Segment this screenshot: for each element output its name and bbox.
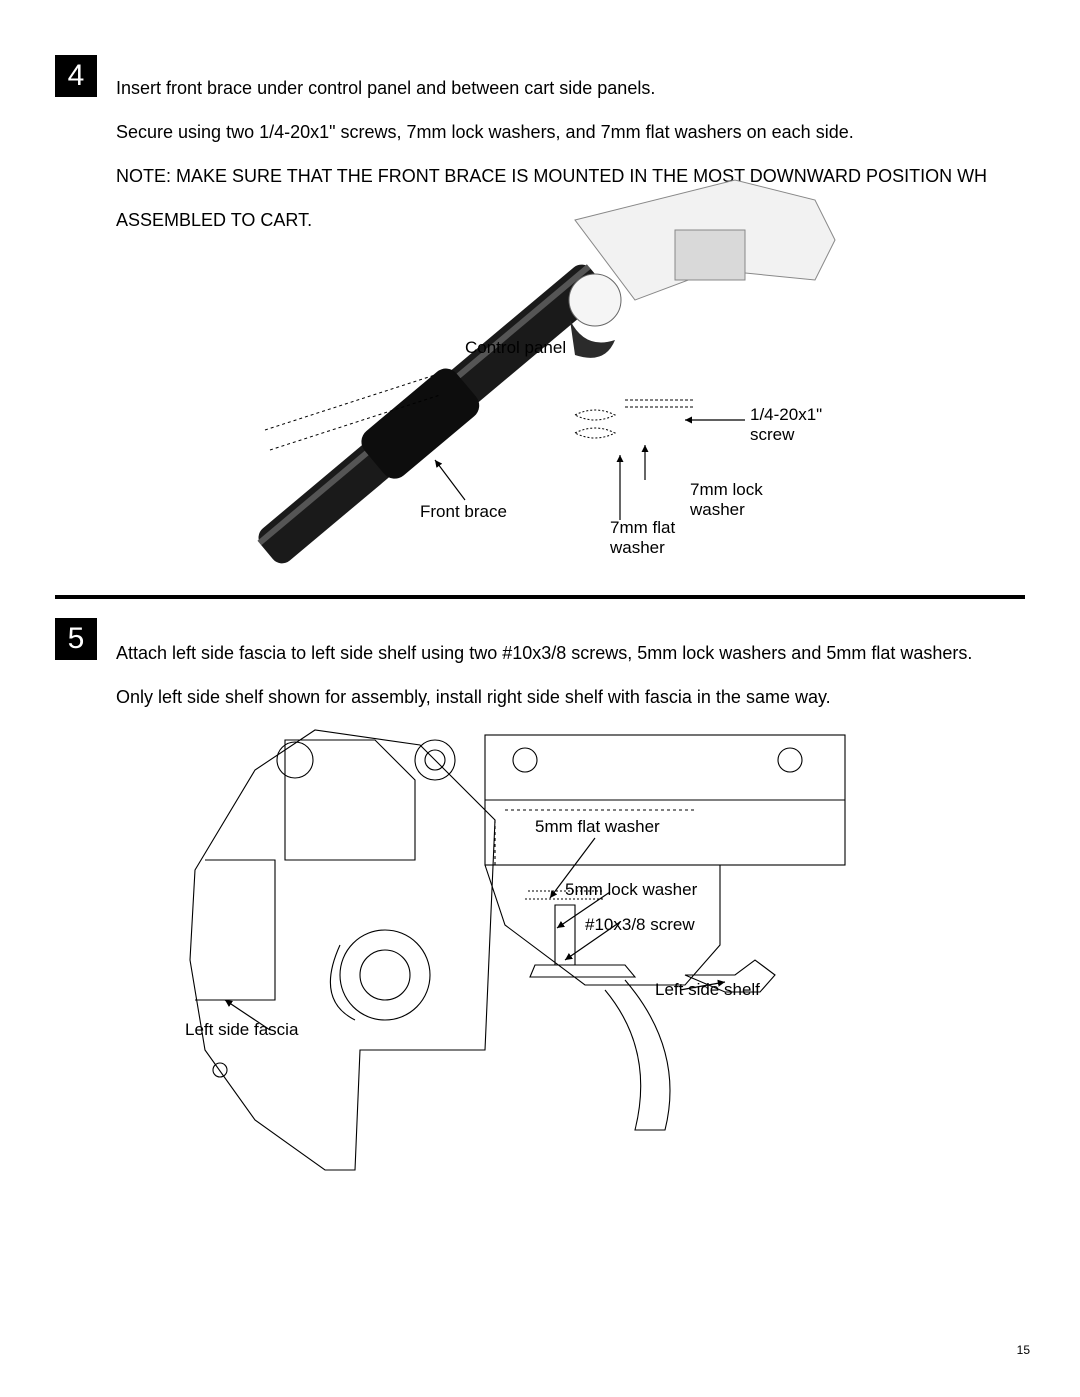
page-number: 15	[1017, 1343, 1030, 1357]
step4-label-control-panel: Control panel	[465, 338, 566, 358]
step5-label-screw: #10x3/8 screw	[585, 915, 695, 935]
step5-label-flat-washer: 5mm flat washer	[535, 817, 660, 837]
step-4-diagram: Control panel Front brace 1/4-20x1" scre…	[175, 150, 895, 580]
step4-label-lock-washer: 7mm lock washer	[690, 480, 763, 520]
step-4-number-box: 4	[55, 55, 97, 97]
step-5-text: Attach left side fascia to left side she…	[116, 620, 1076, 708]
step-4-svg	[175, 150, 895, 580]
step5-label-left-side-fascia: Left side fascia	[185, 1020, 298, 1040]
step-4-line2: Secure using two 1/4-20x1" screws, 7mm l…	[116, 122, 854, 142]
step-5-number: 5	[55, 618, 97, 660]
step-4-number: 4	[55, 55, 97, 97]
page-root: 4 Insert front brace under control panel…	[0, 0, 1080, 1397]
section-divider	[55, 595, 1025, 599]
step-4-line1: Insert front brace under control panel a…	[116, 78, 655, 98]
step-5-number-box: 5	[55, 618, 97, 660]
step4-label-screw: 1/4-20x1" screw	[750, 405, 822, 445]
step-5-line1: Attach left side fascia to left side she…	[116, 643, 972, 663]
step4-label-flat-washer: 7mm flat washer	[610, 518, 675, 558]
step5-label-left-side-shelf: Left side shelf	[655, 980, 760, 1000]
step4-label-front-brace: Front brace	[420, 502, 507, 522]
step5-label-lock-washer: 5mm lock washer	[565, 880, 697, 900]
step-5-svg	[165, 700, 885, 1210]
step-5-diagram: 5mm flat washer 5mm lock washer #10x3/8 …	[165, 700, 885, 1210]
